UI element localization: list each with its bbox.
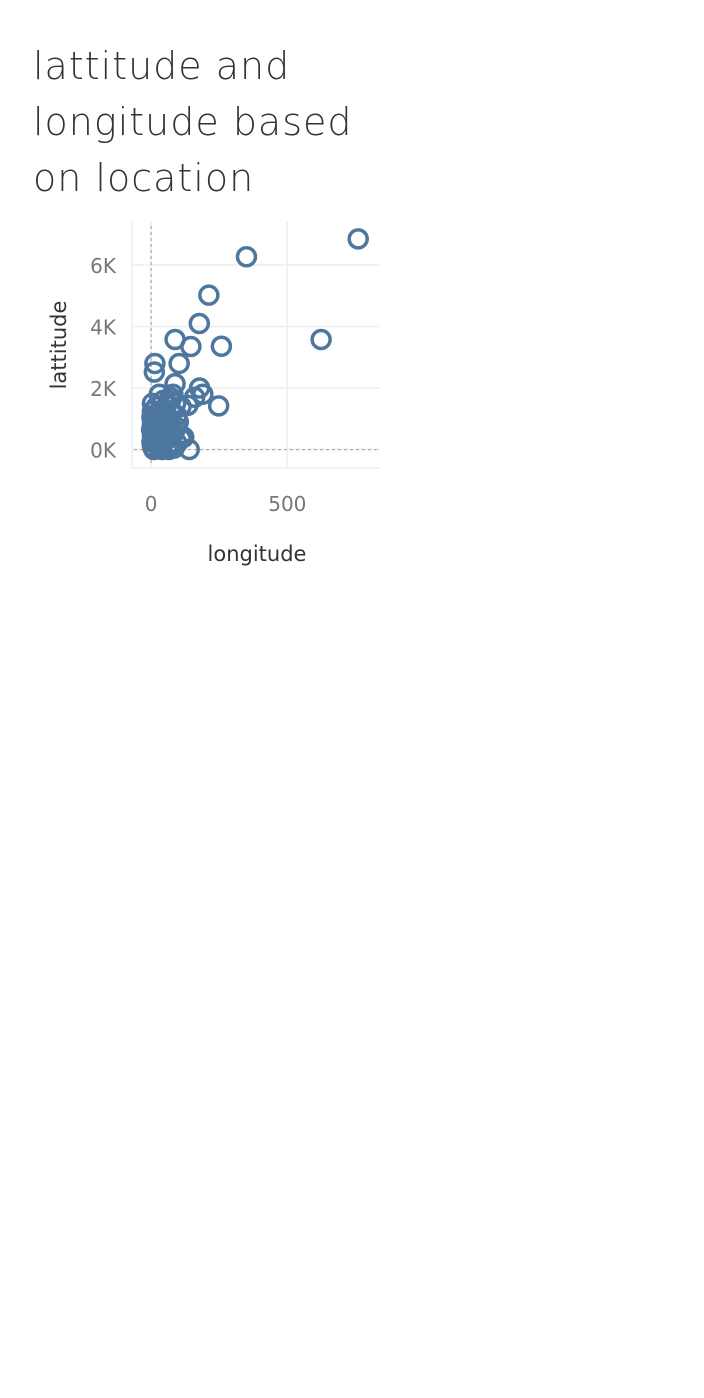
data-point: [173, 426, 195, 448]
chart-title-line-1: lattitude and: [33, 44, 291, 88]
scatter-plot: 0K 2K 4K 6K 0 500 longitude lattitude: [47, 222, 380, 566]
chart-title-line-3: on location: [33, 156, 255, 200]
data-point: [168, 352, 190, 375]
y-tick-label: 0K: [90, 439, 117, 463]
data-point: [235, 245, 258, 268]
y-axis-ticks: 0K 2K 4K 6K: [90, 254, 117, 462]
chart-title: lattitude and longitude based on locatio…: [33, 38, 453, 206]
data-point: [162, 383, 184, 405]
x-axis-ticks: 0 500: [145, 492, 307, 516]
data-point: [310, 328, 332, 351]
data-point: [143, 438, 165, 461]
data-point: [198, 284, 220, 306]
data-point: [151, 438, 173, 461]
data-point: [180, 335, 202, 358]
y-tick-label: 4K: [90, 316, 117, 340]
data-point: [144, 352, 166, 375]
chart-title-line-2: longitude based: [33, 100, 353, 144]
x-tick-label: 500: [268, 492, 306, 516]
data-point: [188, 312, 211, 335]
data-point: [210, 335, 233, 357]
y-tick-label: 2K: [90, 377, 117, 401]
data-point: [178, 438, 200, 461]
data-point: [207, 395, 230, 417]
data-point: [143, 361, 166, 383]
data-points: [140, 228, 369, 461]
y-tick-label: 6K: [90, 254, 117, 278]
y-axis-title: lattitude: [47, 301, 71, 390]
x-axis-title: longitude: [208, 542, 307, 566]
data-point: [347, 228, 369, 250]
x-tick-label: 0: [145, 492, 158, 516]
